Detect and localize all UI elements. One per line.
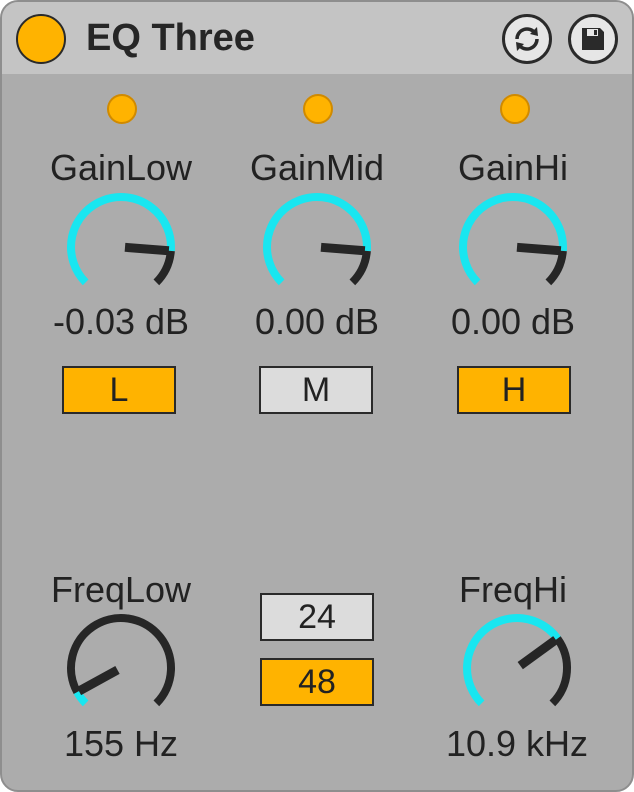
gain-hi-knob-track-arc <box>545 250 567 286</box>
gain-mid-knob-pointer <box>320 242 366 256</box>
freq-low-knob[interactable] <box>61 608 181 728</box>
band-led-hi <box>500 94 530 124</box>
gain-hi-label: GainHi <box>457 147 569 188</box>
freq-low-knob-value-arc <box>73 690 89 707</box>
hi-kill-toggle[interactable]: H <box>457 366 571 414</box>
gain-mid-value: 0.00 dB <box>254 301 380 342</box>
gain-hi-knob-pointer <box>516 242 562 256</box>
gain-mid-knob[interactable] <box>257 187 377 307</box>
freq-hi-value: 10.9 kHz <box>445 723 589 764</box>
gain-mid-knob-track-arc <box>349 250 371 286</box>
gain-mid-knob-value-arc <box>263 193 371 286</box>
device-title: EQ Three <box>86 17 255 59</box>
mid-kill-toggle[interactable]: M <box>259 366 373 414</box>
hot-swap-button[interactable] <box>502 14 552 64</box>
gain-low-knob[interactable] <box>61 187 181 307</box>
band-led-mid <box>303 94 333 124</box>
gain-low-knob-pointer <box>124 242 170 256</box>
device-title-bar: EQ Three <box>2 2 632 74</box>
gain-low-label: GainLow <box>49 147 193 188</box>
gain-low-knob-track-arc <box>153 250 175 286</box>
gain-hi-value: 0.00 dB <box>450 301 576 342</box>
gain-mid-label: GainMid <box>249 147 385 188</box>
gain-low-knob-value-arc <box>67 193 175 286</box>
slope-option-24[interactable]: 24 <box>260 593 374 641</box>
freq-low-knob-track-arc <box>67 614 175 707</box>
freq-hi-knob-track-arc <box>549 636 571 707</box>
freq-hi-knob[interactable] <box>457 608 577 728</box>
device-power-button[interactable] <box>16 14 66 64</box>
freq-low-value: 155 Hz <box>63 723 179 764</box>
gain-low-value: -0.03 dB <box>52 301 190 342</box>
freq-hi-knob-pointer <box>517 636 559 670</box>
gain-hi-knob-value-arc <box>459 193 567 286</box>
freq-low-label: FreqLow <box>50 569 192 610</box>
save-icon <box>582 28 604 50</box>
low-kill-toggle[interactable]: L <box>62 366 176 414</box>
slope-option-48[interactable]: 48 <box>260 658 374 706</box>
band-led-low <box>107 94 137 124</box>
freq-low-knob-pointer <box>76 665 120 696</box>
hot-swap-icon <box>515 27 539 51</box>
gain-hi-knob[interactable] <box>453 187 573 307</box>
freq-hi-knob-value-arc <box>463 614 561 707</box>
save-preset-button[interactable] <box>568 14 618 64</box>
freq-hi-label: FreqHi <box>458 569 568 610</box>
